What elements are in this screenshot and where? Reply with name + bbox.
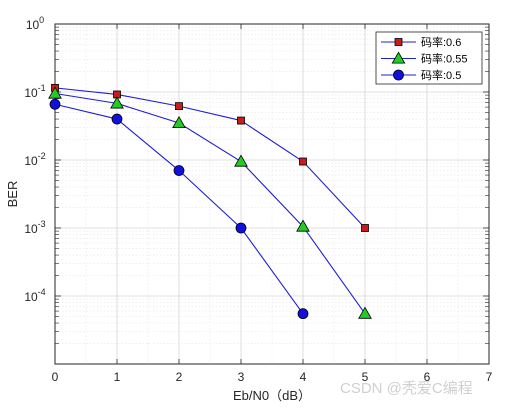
data-point xyxy=(297,308,309,320)
x-tick-label: 5 xyxy=(362,370,369,384)
x-tick-label: 7 xyxy=(486,370,493,384)
series-2 xyxy=(48,86,372,319)
watermark: CSDN @秃爱C编程 xyxy=(340,380,473,397)
y-axis-ticks: 100 10-1 10-2 10-3 10-4 xyxy=(24,15,489,304)
data-point xyxy=(234,154,248,167)
legend-label: 码率:0.55 xyxy=(421,52,467,66)
x-tick-label: 2 xyxy=(176,370,183,384)
data-point xyxy=(49,98,61,110)
legend-marker xyxy=(391,51,406,64)
x-axis-label: Eb/N0（dB） xyxy=(233,388,311,403)
x-axis-ticks: 0 1 2 3 4 5 6 7 xyxy=(52,24,493,384)
data-point xyxy=(110,96,124,109)
legend-item: 码率:0.6 xyxy=(381,35,461,49)
y-axis-label: BER xyxy=(5,181,20,208)
x-tick-label: 4 xyxy=(300,370,307,384)
legend-item: 码率:0.5 xyxy=(381,68,461,82)
x-tick-label: 0 xyxy=(52,370,59,384)
y-tick-label: 10-1 xyxy=(24,83,45,100)
data-point xyxy=(237,116,245,125)
x-tick-label: 1 xyxy=(114,370,121,384)
legend-item: 码率:0.55 xyxy=(381,51,467,66)
legend-label: 码率:0.5 xyxy=(421,68,461,82)
y-tick-label: 10-3 xyxy=(24,219,45,236)
series-line xyxy=(54,87,366,229)
legend: 码率:0.6 码率:0.55 码率:0.5 xyxy=(375,31,483,85)
y-tick-label: 100 xyxy=(26,15,44,32)
data-point xyxy=(299,157,307,166)
series-line xyxy=(54,92,366,314)
data-point xyxy=(358,306,372,319)
data-point xyxy=(296,219,310,232)
plot-frame xyxy=(54,23,490,365)
data-point xyxy=(111,113,123,125)
legend-label: 码率:0.6 xyxy=(421,35,461,49)
y-tick-label: 10-4 xyxy=(24,287,45,304)
data-point xyxy=(175,102,183,111)
y-tick-label: 10-2 xyxy=(24,151,45,168)
x-tick-label: 3 xyxy=(238,370,245,384)
legend-marker xyxy=(394,38,403,46)
minor-grid xyxy=(55,24,489,364)
data-point xyxy=(173,165,185,176)
series-3 xyxy=(49,98,309,320)
data-point xyxy=(361,224,369,232)
data-point xyxy=(235,222,247,234)
major-grid xyxy=(55,24,489,364)
x-tick-label: 6 xyxy=(424,370,431,384)
data-point xyxy=(172,115,186,129)
series-layer xyxy=(48,83,372,320)
legend-marker xyxy=(393,69,404,81)
data-point xyxy=(48,86,62,99)
